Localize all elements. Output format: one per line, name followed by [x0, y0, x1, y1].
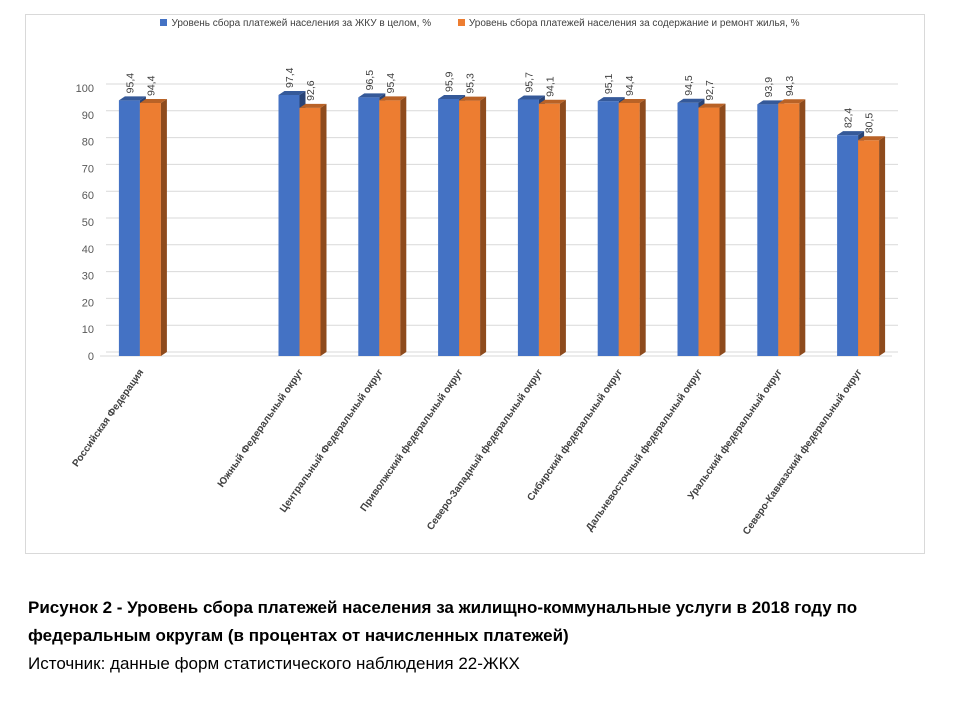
chart-legend: Уровень сбора платежей населения за ЖКУ … — [0, 18, 960, 29]
bar-top — [278, 90, 306, 95]
bar-top — [139, 99, 167, 104]
data-label: 94,4 — [624, 75, 636, 96]
bar — [618, 103, 640, 357]
bar-top — [517, 95, 545, 100]
legend-label-total: Уровень сбора платежей населения за ЖКУ … — [171, 18, 432, 29]
bar-side — [480, 96, 487, 356]
bar-top — [459, 96, 487, 101]
y-tick-label: 60 — [82, 190, 94, 202]
data-label: 80,5 — [864, 113, 876, 134]
bar — [299, 107, 321, 356]
category-label: Сибирский федеральный округ — [525, 367, 625, 503]
bar-top — [379, 96, 407, 101]
category-label: Российская Федерация — [71, 367, 147, 469]
data-label: 94,5 — [683, 75, 695, 96]
data-label: 95,1 — [603, 74, 615, 95]
category-label: Уральский федеральный округ — [685, 367, 784, 502]
data-label: 95,7 — [523, 72, 535, 93]
data-label: 95,3 — [465, 73, 477, 94]
bar-top — [618, 99, 646, 104]
bar — [459, 100, 481, 356]
data-label: 97,4 — [284, 67, 296, 88]
bar-top — [778, 99, 806, 104]
data-label: 95,4 — [385, 73, 397, 94]
data-label: 82,4 — [843, 108, 855, 129]
bar — [757, 104, 779, 357]
bar-top — [858, 136, 886, 141]
bar-top — [597, 97, 625, 102]
data-label: 94,3 — [784, 76, 796, 97]
data-label: 93,9 — [763, 77, 775, 98]
bar-side — [639, 99, 646, 357]
bar — [358, 97, 380, 356]
bar-side — [320, 103, 327, 356]
data-label: 96,5 — [364, 70, 376, 91]
y-tick-label: 40 — [82, 244, 94, 256]
bar-side — [879, 136, 886, 356]
y-tick-label: 100 — [76, 83, 94, 95]
y-tick-label: 0 — [88, 351, 94, 363]
legend-item-housing: Уровень сбора платежей населения за соде… — [457, 18, 800, 29]
y-tick-label: 80 — [82, 137, 94, 149]
bar — [278, 94, 300, 356]
legend-item-total: Уровень сбора платежей населения за ЖКУ … — [160, 18, 431, 29]
data-label: 94,4 — [145, 75, 157, 96]
y-tick-label: 10 — [82, 324, 94, 336]
bar — [379, 100, 401, 356]
data-label: 94,1 — [544, 76, 556, 97]
bar-top — [538, 99, 566, 104]
bar — [538, 103, 560, 356]
bar — [858, 140, 880, 356]
bar-chart: 0 10 20 30 40 50 60 70 80 90 100 95,4 94,4 Российская… — [71, 67, 898, 537]
bar-top — [299, 103, 327, 108]
bar-top — [118, 96, 146, 101]
data-label: 92,6 — [305, 80, 317, 101]
y-tick-label: 30 — [82, 271, 94, 283]
figure-caption: Рисунок 2 - Уровень сбора платежей насел… — [28, 594, 938, 678]
bar — [778, 103, 800, 356]
bar — [597, 101, 619, 356]
bar — [438, 98, 460, 356]
bar-side — [160, 99, 167, 357]
bar-top — [677, 98, 705, 103]
legend-swatch-total — [160, 19, 168, 26]
caption-title: Рисунок 2 - Уровень сбора платежей насел… — [28, 598, 858, 645]
bar-side — [400, 96, 407, 356]
legend-swatch-housing — [457, 19, 465, 26]
bar — [677, 102, 699, 357]
bar — [698, 107, 720, 357]
y-tick-label: 70 — [82, 163, 94, 175]
bar-top — [757, 100, 785, 105]
y-tick-label: 90 — [82, 110, 94, 122]
data-label: 95,9 — [444, 71, 456, 92]
data-label: 92,7 — [704, 80, 716, 101]
bar-side — [799, 99, 806, 356]
y-tick-label: 50 — [82, 217, 94, 229]
y-tick-label: 20 — [82, 297, 94, 309]
category-label: Южный Федеральный округ — [216, 367, 306, 489]
bar — [517, 99, 539, 357]
bar-top — [358, 93, 386, 98]
caption-source: Источник: данные форм статистического на… — [28, 654, 520, 673]
bar-side — [719, 103, 726, 357]
bar-top — [837, 131, 865, 136]
bar-top — [438, 94, 466, 99]
data-label: 95,4 — [124, 73, 136, 94]
bar-top — [698, 103, 726, 108]
bar — [837, 135, 859, 356]
legend-label-housing: Уровень сбора платежей населения за соде… — [468, 18, 800, 29]
bar-side — [559, 99, 566, 356]
bar — [118, 100, 140, 356]
bar — [139, 103, 161, 357]
